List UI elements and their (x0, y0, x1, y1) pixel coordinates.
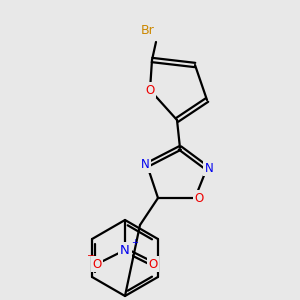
Text: O: O (92, 257, 102, 271)
Text: Br: Br (141, 23, 155, 37)
Text: −: − (87, 251, 95, 261)
Text: +: + (131, 238, 138, 247)
Text: N: N (120, 244, 130, 256)
Text: O: O (146, 83, 154, 97)
Text: O: O (148, 257, 158, 271)
Text: N: N (141, 158, 149, 172)
Text: O: O (194, 191, 204, 205)
Text: N: N (205, 161, 213, 175)
